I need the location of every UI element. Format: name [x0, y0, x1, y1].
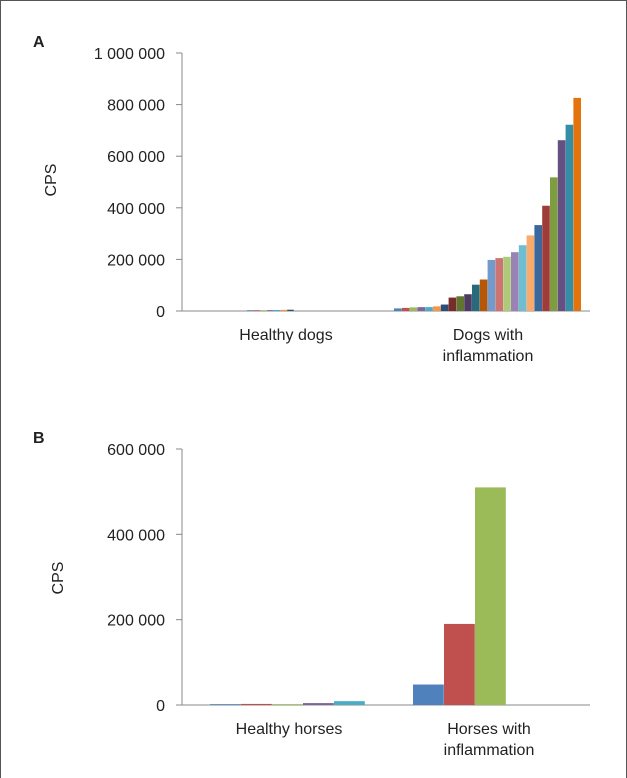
bar	[394, 308, 402, 311]
bar	[503, 256, 511, 311]
bar	[433, 306, 441, 311]
bar	[413, 684, 444, 705]
bar	[247, 310, 254, 311]
bar	[253, 310, 261, 311]
bar	[526, 235, 535, 311]
y-tick-label: 800 000	[107, 98, 165, 115]
bar	[272, 704, 303, 705]
y-tick-label: 400 000	[107, 527, 165, 544]
bar	[425, 307, 433, 311]
y-tick-label: 200 000	[107, 252, 165, 269]
bar	[475, 487, 506, 705]
y-tick-label: 0	[156, 698, 165, 715]
x-category-label: inflammation	[444, 742, 535, 759]
bar	[210, 704, 241, 705]
x-category-label: Healthy horses	[236, 721, 343, 738]
bar	[573, 97, 581, 311]
bar	[267, 310, 274, 311]
bar	[472, 284, 480, 311]
bar	[511, 252, 519, 311]
bar	[542, 205, 550, 311]
bar	[241, 703, 272, 705]
y-axis-title: CPS	[50, 562, 67, 595]
y-tick-label: 600 000	[107, 442, 165, 459]
bar	[417, 307, 425, 311]
bar	[487, 259, 496, 311]
bar	[518, 245, 527, 311]
bar	[565, 124, 574, 311]
bar	[273, 309, 281, 311]
bar	[287, 309, 294, 311]
x-category-label: inflammation	[443, 348, 534, 365]
y-tick-label: 400 000	[107, 201, 165, 218]
bar	[534, 225, 542, 311]
bar	[479, 279, 488, 311]
y-tick-label: 200 000	[107, 613, 165, 630]
bar	[444, 623, 475, 705]
y-tick-label: 600 000	[107, 149, 165, 166]
y-tick-label: 1 000 000	[94, 46, 165, 63]
panel-letter-A: A	[33, 34, 45, 51]
x-category-label: Dogs with	[453, 327, 523, 344]
bar	[334, 701, 365, 705]
bar	[260, 310, 267, 311]
bar	[456, 296, 464, 311]
bar	[495, 258, 503, 311]
bar	[448, 297, 457, 311]
bar	[409, 307, 418, 311]
bar	[550, 177, 558, 311]
bar	[440, 304, 449, 311]
bar	[303, 703, 334, 705]
y-axis-title: CPS	[43, 164, 60, 197]
bar	[401, 307, 410, 311]
panel-letter-B: B	[33, 430, 45, 447]
bar	[557, 140, 566, 311]
x-category-label: Horses with	[447, 721, 531, 738]
x-category-label: Healthy dogs	[239, 327, 332, 344]
bar	[280, 309, 287, 311]
bar	[464, 294, 472, 311]
y-tick-label: 0	[156, 304, 165, 321]
